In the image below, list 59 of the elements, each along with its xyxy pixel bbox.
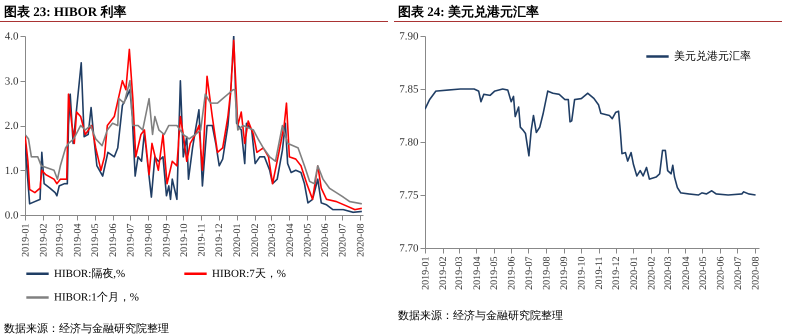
x-tick-label: 2020-08 xyxy=(356,224,367,257)
x-tick-label: 2019-02 xyxy=(38,224,50,257)
x-tick-label: 2020-08 xyxy=(750,256,762,290)
x-tick-label: 2020-04 xyxy=(680,256,692,290)
x-tick-label: 2020-03 xyxy=(663,256,674,290)
y-tick-label: 0.0 xyxy=(4,210,19,222)
x-tick-label: 2020-03 xyxy=(266,224,278,257)
y-tick-label: 7.90 xyxy=(399,30,419,42)
x-tick-label: 2020-01 xyxy=(628,256,640,290)
x-tick-label: 2020-01 xyxy=(232,224,244,257)
x-tick-label: 2019-05 xyxy=(90,224,102,257)
x-tick-label: 2020-06 xyxy=(320,224,332,257)
y-tick-label: 2.0 xyxy=(4,120,19,132)
line-series xyxy=(425,88,756,196)
x-tick-label: 2019-07 xyxy=(524,256,535,290)
legend-label: HIBOR:7天，% xyxy=(212,268,286,280)
source-note: 数据来源：经济与金融研究院整理 xyxy=(397,308,564,323)
x-tick-label: 2019-10 xyxy=(576,256,588,290)
y-tick-label: 7.75 xyxy=(399,190,419,202)
x-tick-label: 2020-07 xyxy=(732,256,744,290)
x-tick-label: 2019-12 xyxy=(214,224,226,257)
legend-label: HIBOR:1个月，% xyxy=(54,292,139,304)
x-tick-label: 2019-08 xyxy=(542,256,553,290)
legend-label: 美元兑港元汇率 xyxy=(674,50,751,62)
x-tick-label: 2020-05 xyxy=(698,256,709,290)
source-note: 数据来源：经济与金融研究院整理 xyxy=(3,322,170,334)
x-tick-label: 2020-02 xyxy=(250,224,262,257)
x-tick-label: 2020-05 xyxy=(302,224,314,257)
y-tick-label: 1.0 xyxy=(4,164,19,177)
x-tick-label: 2019-11 xyxy=(594,256,606,290)
legend-label: HIBOR:隔夜,% xyxy=(54,266,126,280)
x-tick-label: 2020-04 xyxy=(284,224,296,257)
x-tick-label: 2019-01 xyxy=(20,224,32,257)
x-tick-label: 2019-12 xyxy=(611,256,622,290)
x-tick-label: 2019-07 xyxy=(125,224,136,257)
x-tick-label: 2019-10 xyxy=(178,224,190,257)
y-tick-label: 4.0 xyxy=(4,30,19,42)
x-tick-label: 2019-06 xyxy=(108,224,120,257)
y-tick-label: 7.70 xyxy=(399,242,419,254)
x-tick-label: 2020-07 xyxy=(338,224,349,257)
x-tick-label: 2019-03 xyxy=(454,256,466,290)
chart-title: 图表 24: 美元兑港元汇率 xyxy=(394,0,782,22)
y-tick-label: 3.0 xyxy=(4,75,19,88)
chart-title: 图表 23: HIBOR 利率 xyxy=(0,0,388,22)
y-tick-label: 7.80 xyxy=(399,136,419,148)
y-tick-label: 7.85 xyxy=(399,84,419,96)
x-tick-label: 2019-04 xyxy=(72,224,84,257)
x-tick-label: 2020-02 xyxy=(646,256,658,290)
x-tick-label: 2019-02 xyxy=(438,256,450,290)
x-tick-label: 2019-03 xyxy=(54,224,66,257)
x-tick-label: 2019-08 xyxy=(143,224,154,257)
x-tick-label: 2020-06 xyxy=(716,256,727,290)
x-tick-label: 2019-11 xyxy=(196,224,208,256)
x-tick-label: 2019-06 xyxy=(506,256,518,290)
x-tick-label: 2019-04 xyxy=(472,256,483,290)
x-tick-label: 2019-01 xyxy=(420,256,432,290)
x-tick-label: 2019-09 xyxy=(559,256,570,290)
x-tick-label: 2019-05 xyxy=(489,256,500,290)
x-tick-label: 2019-09 xyxy=(161,224,172,257)
